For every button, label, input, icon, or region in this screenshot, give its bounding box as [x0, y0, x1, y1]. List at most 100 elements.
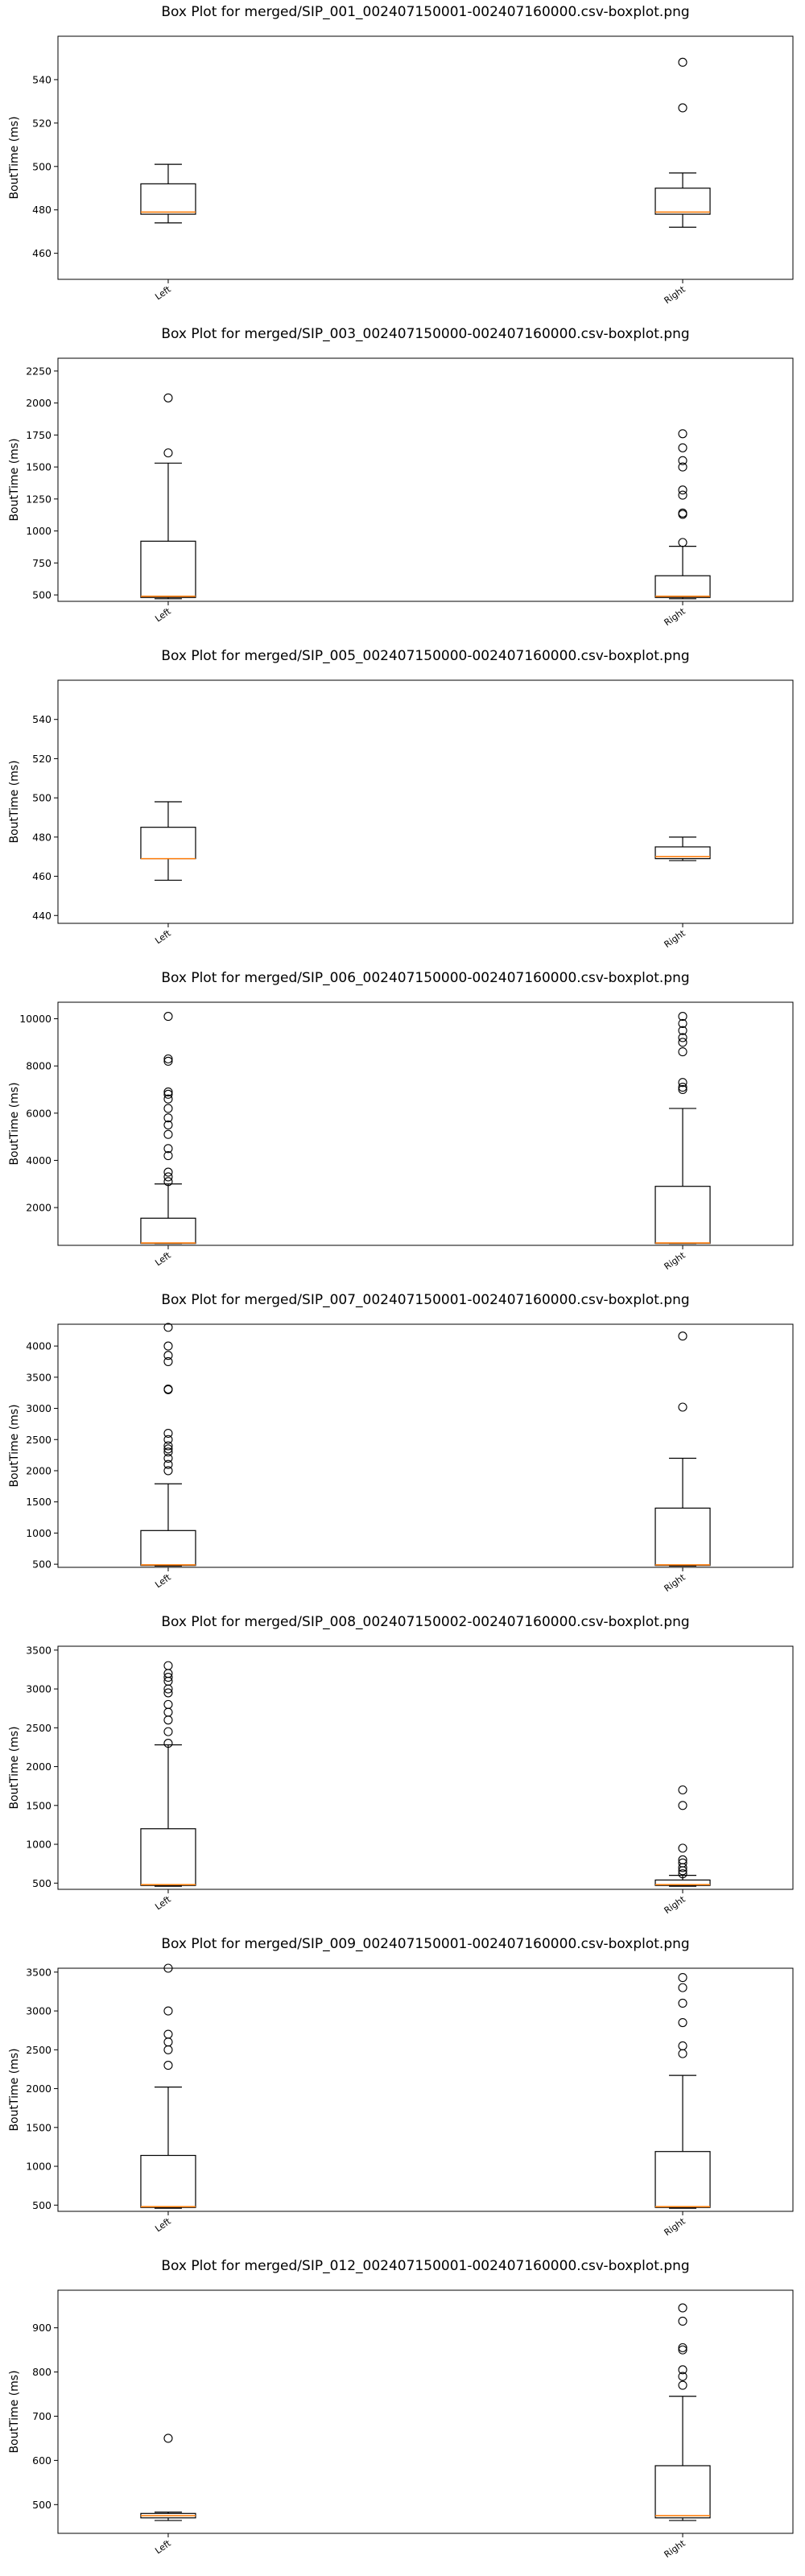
outlier-point [678, 456, 687, 465]
y-tick-label: 1500 [26, 1799, 52, 1811]
y-tick-label: 500 [32, 160, 52, 172]
outlier-point [678, 429, 687, 439]
outlier-point [163, 2029, 173, 2039]
outlier-point [163, 1356, 173, 1367]
y-tick-label: 500 [32, 792, 52, 804]
iqr-box [654, 1879, 711, 1886]
iqr-box [140, 1530, 196, 1567]
y-tick-label: 3000 [26, 2005, 52, 2017]
outlier-point [678, 1973, 687, 1983]
outlier-point [163, 1144, 173, 1154]
outlier-point [678, 1018, 687, 1028]
iqr-box [140, 827, 196, 860]
y-tick-label: 440 [32, 910, 52, 922]
outlier-point [163, 1351, 173, 1360]
y-axis-label: BoutTime (ms) [8, 760, 21, 843]
y-tick-label: 480 [32, 204, 52, 216]
outlier-point [678, 2345, 687, 2355]
outlier-point [163, 1113, 173, 1123]
y-tick-label: 750 [32, 557, 52, 569]
outlier-point [678, 538, 687, 547]
outlier-point [678, 1012, 687, 1022]
x-tick-label: Right [663, 2215, 688, 2238]
y-axis-label: BoutTime (ms) [8, 1726, 21, 1809]
box-left [140, 801, 196, 881]
outlier-point [678, 1801, 687, 1810]
y-tick-label: 500 [32, 1877, 52, 1889]
chart-panel-4: Box Plot for merged/SIP_006_002407150000… [8, 970, 794, 1272]
outlier-point [678, 1083, 687, 1092]
outlier-point [678, 1038, 687, 1047]
chart-panel-6: Box Plot for merged/SIP_008_002407150002… [8, 1614, 794, 1916]
x-tick-label: Right [663, 1571, 688, 1594]
iqr-box [140, 1217, 196, 1245]
chart-title: Box Plot for merged/SIP_009_002407150001… [161, 1936, 689, 1952]
outlier-point [163, 1129, 173, 1139]
outlier-point [163, 1177, 173, 1187]
y-tick-label: 800 [32, 2366, 52, 2378]
y-tick-label: 3500 [26, 1966, 52, 1978]
chart-panel-3: Box Plot for merged/SIP_005_002407150000… [8, 648, 794, 950]
outlier-point [163, 393, 173, 402]
box-right [654, 429, 711, 600]
y-tick-label: 2000 [26, 1202, 52, 1214]
y-tick-label: 900 [32, 2322, 52, 2334]
chart-panel-8: Box Plot for merged/SIP_012_002407150001… [8, 2258, 794, 2560]
outlier-point [678, 1843, 687, 1853]
plot-frame [57, 35, 794, 280]
outlier-point [678, 1047, 687, 1057]
outlier-point [163, 1056, 173, 1066]
y-tick-label: 500 [32, 1558, 52, 1571]
x-tick-label: Right [663, 2537, 688, 2560]
y-tick-label: 2000 [26, 1464, 52, 1476]
outlier-point [678, 1869, 687, 1879]
outlier-point [163, 1012, 173, 1022]
outlier-point [678, 2365, 687, 2375]
outlier-point [163, 1444, 173, 1454]
outlier-point [163, 1661, 173, 1670]
outlier-point [163, 1087, 173, 1096]
outlier-point [678, 1855, 687, 1864]
chart-panel-7: Box Plot for merged/SIP_009_002407150001… [8, 1936, 794, 2238]
box-right [654, 57, 711, 228]
outlier-point [163, 2006, 173, 2016]
outlier-point [678, 2017, 687, 2028]
iqr-box [654, 1186, 711, 1245]
outlier-point [163, 1673, 173, 1682]
chart-panel-5: Box Plot for merged/SIP_007_002407150001… [8, 1292, 794, 1594]
outlier-point [163, 1428, 173, 1439]
outlier-point [163, 1089, 173, 1099]
x-tick-label: Left [153, 1249, 173, 1268]
x-tick-label: Right [663, 1893, 688, 1916]
y-tick-label: 520 [32, 117, 52, 129]
outlier-point [678, 2372, 687, 2381]
y-tick-label: 1000 [26, 2161, 52, 2173]
y-axis-label: BoutTime (ms) [8, 2370, 21, 2453]
x-tick-label: Left [153, 2537, 173, 2556]
plot-frame [57, 357, 794, 602]
x-tick-label: Left [153, 1571, 173, 1590]
outlier-point [678, 490, 687, 500]
box-left [140, 1661, 196, 1887]
y-tick-label: 540 [32, 713, 52, 725]
iqr-box [140, 540, 196, 598]
outlier-point [163, 1094, 173, 1104]
outlier-point [678, 2380, 687, 2390]
y-tick-label: 2250 [26, 365, 52, 377]
box-left [140, 163, 196, 224]
y-tick-label: 2500 [26, 1722, 52, 1734]
y-tick-label: 500 [32, 2499, 52, 2511]
x-tick-label: Right [663, 927, 688, 950]
outlier-point [678, 2041, 687, 2051]
y-tick-label: 1000 [26, 1839, 52, 1851]
y-tick-label: 700 [32, 2410, 52, 2422]
iqr-box [654, 2151, 711, 2208]
box-left [140, 1323, 196, 1567]
box-right [654, 1331, 711, 1567]
y-tick-label: 540 [32, 73, 52, 85]
y-tick-label: 10000 [19, 1013, 52, 1025]
outlier-point [163, 448, 173, 458]
iqr-box [140, 1828, 196, 1886]
y-tick-label: 4000 [26, 1154, 52, 1166]
chart-panel-1: Box Plot for merged/SIP_001_002407150001… [8, 4, 794, 306]
